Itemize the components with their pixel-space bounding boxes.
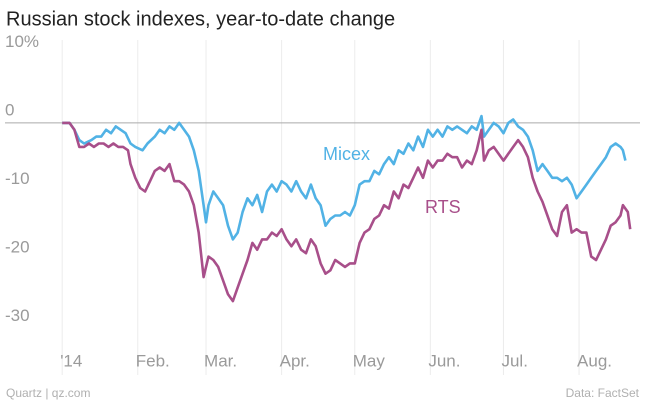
credit: Quartz | qz.com — [6, 386, 90, 400]
series-label: RTS — [425, 197, 461, 217]
x-tick-label: Jul. — [501, 351, 527, 370]
x-tick-label: Mar. — [204, 351, 237, 370]
x-tick-label: May — [353, 351, 386, 370]
y-tick-label: -20 — [5, 237, 30, 256]
y-tick-label: -30 — [5, 306, 30, 325]
y-tick-label: 0 — [5, 100, 14, 119]
series-line — [62, 114, 627, 241]
y-tick-label: -10 — [5, 169, 30, 188]
x-tick-label: '14 — [60, 351, 82, 370]
x-tick-label: Aug. — [577, 351, 612, 370]
series-label: Micex — [323, 144, 370, 164]
x-tick-label: Jun. — [428, 351, 460, 370]
chart-title: Russian stock indexes, year-to-date chan… — [6, 8, 395, 30]
x-tick-label: Apr. — [280, 351, 310, 370]
x-tick-label: Feb. — [136, 351, 170, 370]
source: Data: FactSet — [566, 386, 640, 400]
y-tick-label: 10% — [5, 32, 39, 51]
series-line — [62, 121, 632, 303]
